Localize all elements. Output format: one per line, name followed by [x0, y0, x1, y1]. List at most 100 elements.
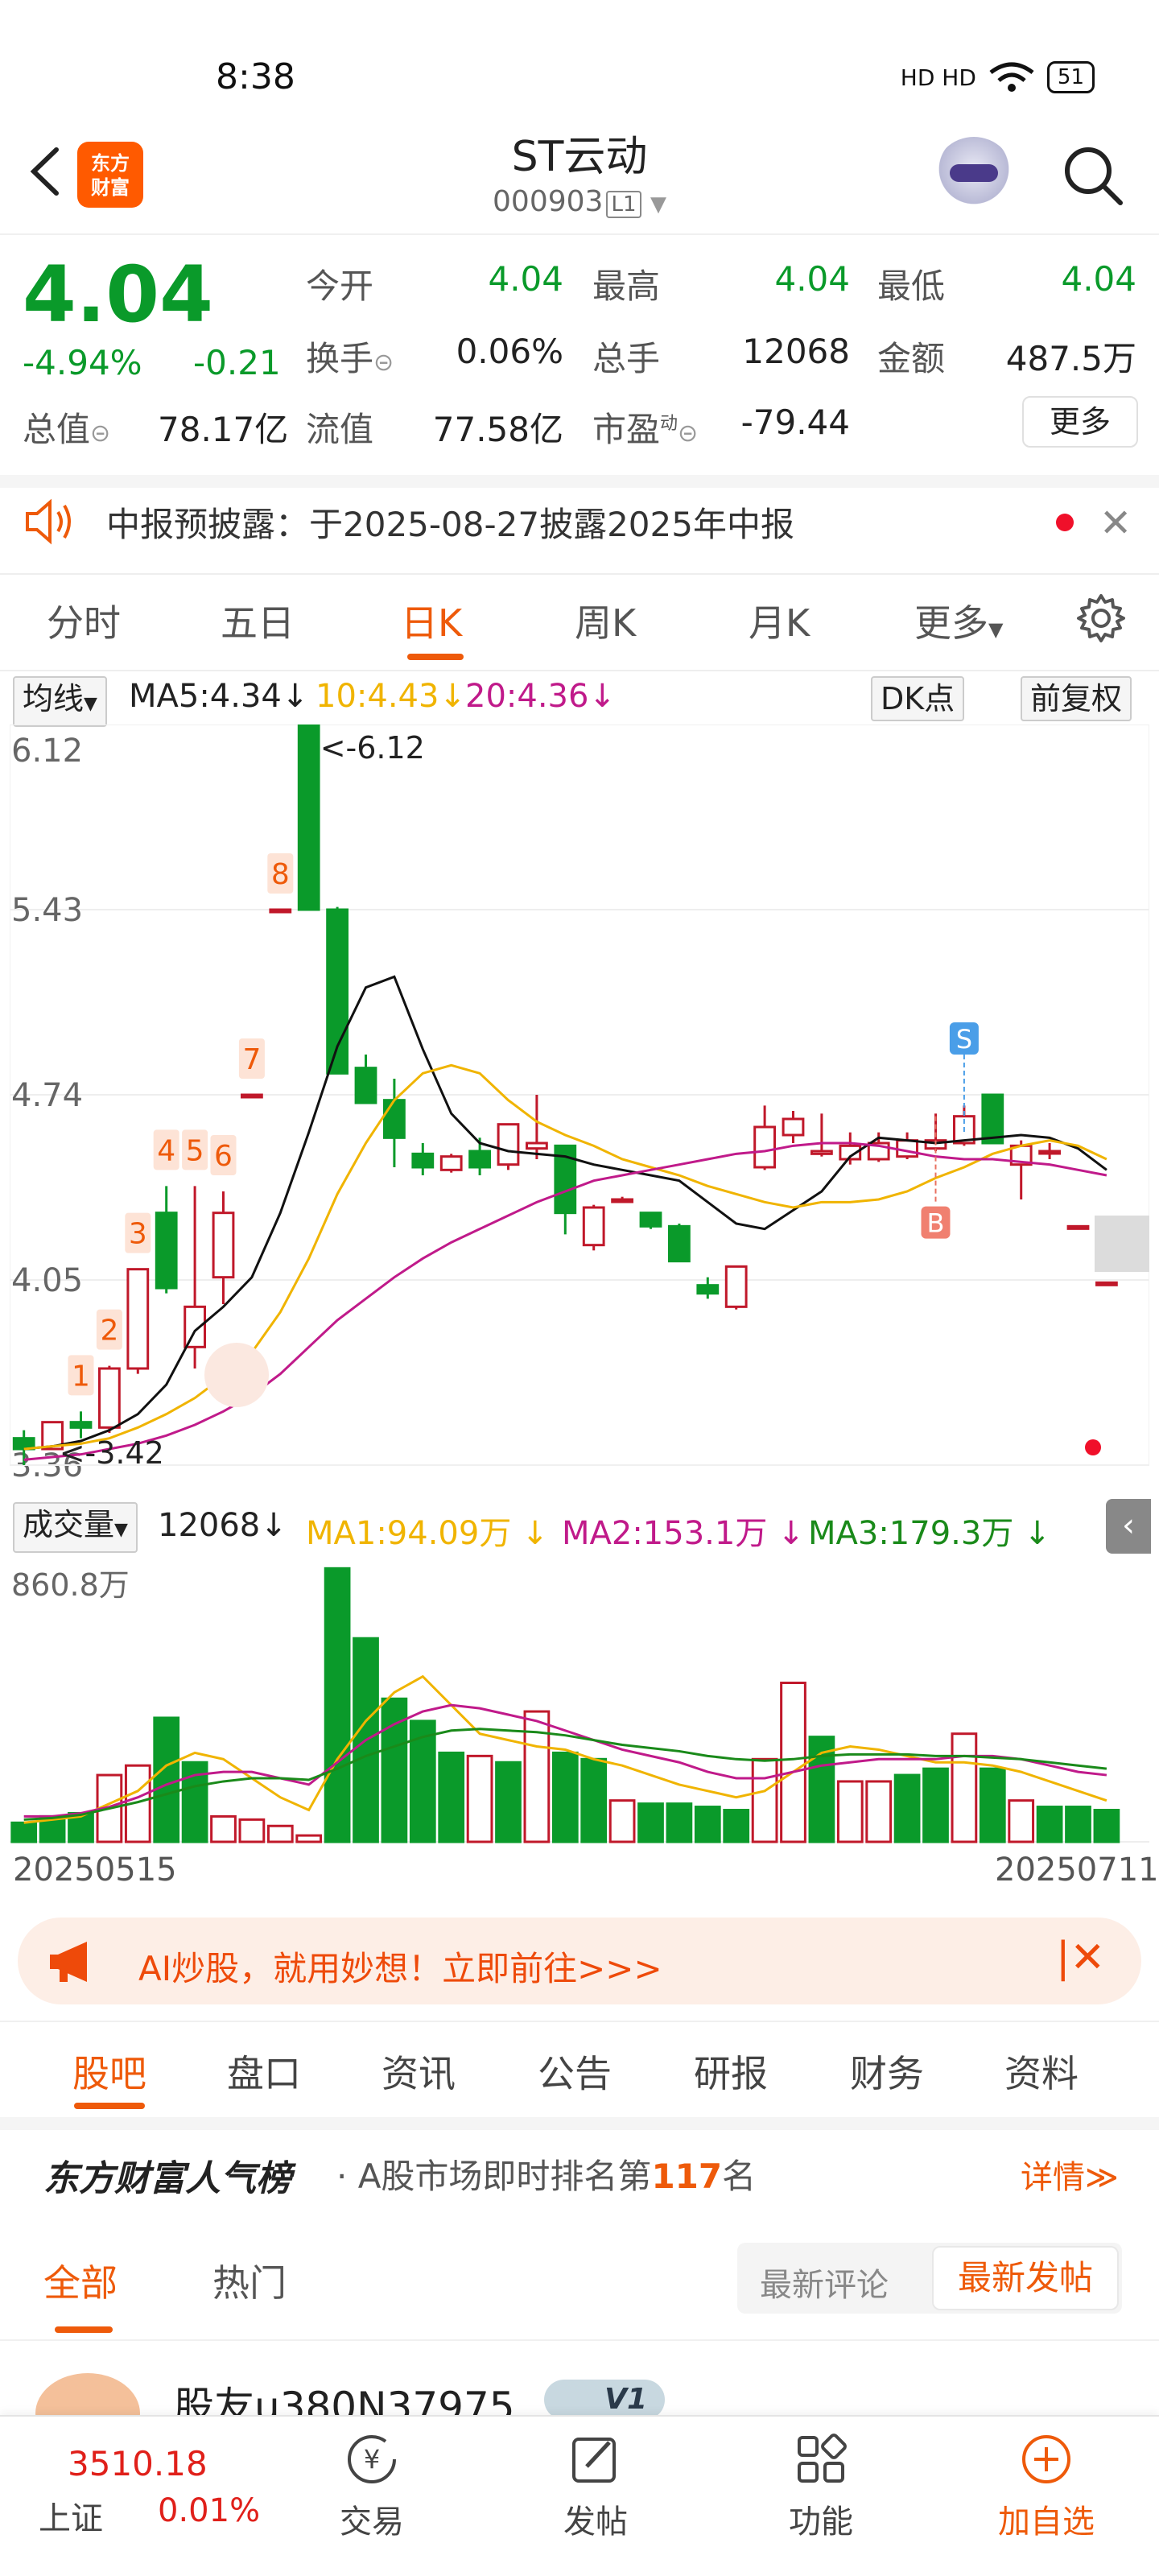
- end-date-label: 20250711: [995, 1852, 1159, 1889]
- volume-bar: [153, 1716, 180, 1843]
- index-value[interactable]: 3510.18: [68, 2444, 208, 2483]
- adjust-button[interactable]: 前复权: [1021, 676, 1132, 721]
- ma-line-ma5: [23, 975, 1107, 1451]
- collapse-panel-icon[interactable]: ‹: [1106, 1499, 1151, 1554]
- limit-up-number: 5: [186, 1134, 204, 1167]
- tab-monthly-k[interactable]: 月K: [749, 601, 810, 645]
- candle: [668, 1224, 691, 1263]
- amount-label: 金额: [877, 339, 946, 378]
- high-value: 4.04: [774, 259, 850, 299]
- sort-latest-post[interactable]: 最新发帖: [932, 2246, 1119, 2310]
- grid-icon: [798, 2434, 847, 2483]
- candle: [155, 1212, 178, 1290]
- indicator-selector[interactable]: 均线▼: [13, 676, 107, 727]
- open-value: 4.04: [488, 259, 563, 299]
- rank-text: · A股市场即时排名第117名: [336, 2157, 757, 2196]
- candle: [981, 1093, 1004, 1145]
- candle: [724, 1265, 748, 1308]
- post-item[interactable]: [0, 2339, 1159, 2420]
- candlestick-chart[interactable]: 6.125.434.744.053.36123456789<-6.12<-3.4…: [10, 724, 1149, 1497]
- tab-weekly-k[interactable]: 周K: [575, 601, 637, 645]
- more-button[interactable]: 更多: [1022, 396, 1138, 448]
- volume-bar: [495, 1761, 522, 1843]
- info-icon[interactable]: ⊝: [678, 419, 699, 448]
- vol-ma1-label: MA1:94.09万 ↓: [306, 1515, 549, 1552]
- volume-bar: [210, 1814, 237, 1843]
- candle: [41, 1421, 64, 1451]
- ai-banner-text[interactable]: AI炒股，就用妙想！立即前往>>>: [138, 1949, 662, 1988]
- tab-research[interactable]: 研报: [694, 2052, 768, 2095]
- gear-icon[interactable]: [1075, 592, 1127, 644]
- volume-bar: [10, 1821, 38, 1843]
- expand-icon: [204, 1343, 269, 1407]
- tab-daily-k[interactable]: 日K: [401, 601, 463, 645]
- tab-more[interactable]: 更多▼: [914, 601, 1004, 645]
- trade-button[interactable]: ¥ 交易: [316, 2431, 428, 2542]
- unread-dot: [1056, 514, 1074, 531]
- tab-order-book[interactable]: 盘口: [227, 2052, 301, 2095]
- limit-up-number: 8: [271, 858, 290, 891]
- dk-point-button[interactable]: DK点: [871, 676, 965, 721]
- tab-news[interactable]: 资讯: [382, 2052, 456, 2095]
- tab-forum[interactable]: 股吧: [72, 2052, 146, 2095]
- volume-bar: [1093, 1809, 1120, 1843]
- filter-all[interactable]: 全部: [43, 2261, 118, 2305]
- pe-label: 市盈动⊝: [592, 410, 699, 449]
- tab-financials[interactable]: 财务: [850, 2052, 924, 2095]
- volume-bar: [409, 1719, 436, 1843]
- volume-bar: [551, 1751, 579, 1843]
- notice-text[interactable]: 中报预披露：于2025-08-27披露2025年中报: [106, 505, 794, 544]
- info-icon[interactable]: ⊝: [373, 349, 394, 377]
- index-name[interactable]: 上证: [39, 2500, 103, 2537]
- volume-max-label: 860.8万: [11, 1567, 130, 1603]
- index-change[interactable]: 0.01%: [158, 2492, 261, 2529]
- candle: [212, 1212, 235, 1279]
- sell-signal-label: S: [956, 1024, 972, 1055]
- candle: [439, 1155, 463, 1171]
- content-tabs: [0, 2021, 1159, 2117]
- volume-bar: [466, 1754, 493, 1843]
- search-icon[interactable]: [1059, 142, 1127, 209]
- ma-row: [0, 670, 1159, 724]
- market-cap-value: 78.17亿: [158, 410, 289, 449]
- limit-up-number: 1: [72, 1360, 90, 1393]
- volume-bar: [751, 1757, 778, 1843]
- close-icon[interactable]: |✕: [1056, 1934, 1106, 1982]
- back-icon[interactable]: [23, 143, 71, 200]
- turnover-label: 换手⊝: [306, 339, 394, 378]
- volume-bar: [295, 1834, 323, 1843]
- rank-detail-link[interactable]: 详情≫: [1021, 2159, 1119, 2196]
- post-button[interactable]: 发帖: [539, 2431, 652, 2542]
- assistant-robot-icon[interactable]: [934, 137, 1014, 217]
- candle: [269, 908, 292, 914]
- sort-latest-comment[interactable]: 最新评论: [760, 2267, 889, 2304]
- candle: [354, 1067, 377, 1104]
- stock-code-selector[interactable]: 000903 L1 ▼: [419, 185, 740, 218]
- volume-bar: [266, 1824, 294, 1843]
- tab-profile[interactable]: 资料: [1004, 2052, 1079, 2095]
- volume-indicator-selector[interactable]: 成交量▼: [13, 1502, 138, 1553]
- popularity-rank-row[interactable]: [0, 2117, 1159, 2219]
- y-tick-label: 4.05: [11, 1262, 83, 1299]
- tab-five-day[interactable]: 五日: [221, 601, 295, 645]
- limit-up-badge: [182, 1129, 208, 1170]
- filter-hot[interactable]: 热门: [212, 2261, 287, 2305]
- tab-announcements[interactable]: 公告: [538, 2052, 612, 2095]
- limit-up-badge: [153, 1129, 179, 1170]
- tab-intraday[interactable]: 分时: [47, 601, 121, 645]
- stock-code: 000903: [493, 185, 604, 218]
- ai-banner[interactable]: [18, 1918, 1141, 2004]
- functions-button[interactable]: 功能: [765, 2431, 877, 2542]
- candle: [526, 1141, 548, 1150]
- close-icon[interactable]: ✕: [1099, 501, 1132, 546]
- rank-title: 东方财富人气榜: [43, 2158, 291, 2199]
- info-icon[interactable]: ⊝: [90, 419, 111, 448]
- candle: [582, 1206, 605, 1247]
- candle: [69, 1421, 93, 1429]
- add-watchlist-button[interactable]: 加自选: [990, 2431, 1103, 2542]
- candle: [126, 1268, 150, 1370]
- wifi-icon: [989, 62, 1034, 92]
- chart-frame: [10, 724, 1149, 1466]
- notice-bar[interactable]: [0, 475, 1159, 572]
- volume-chart[interactable]: 860.8万: [10, 1560, 1149, 1843]
